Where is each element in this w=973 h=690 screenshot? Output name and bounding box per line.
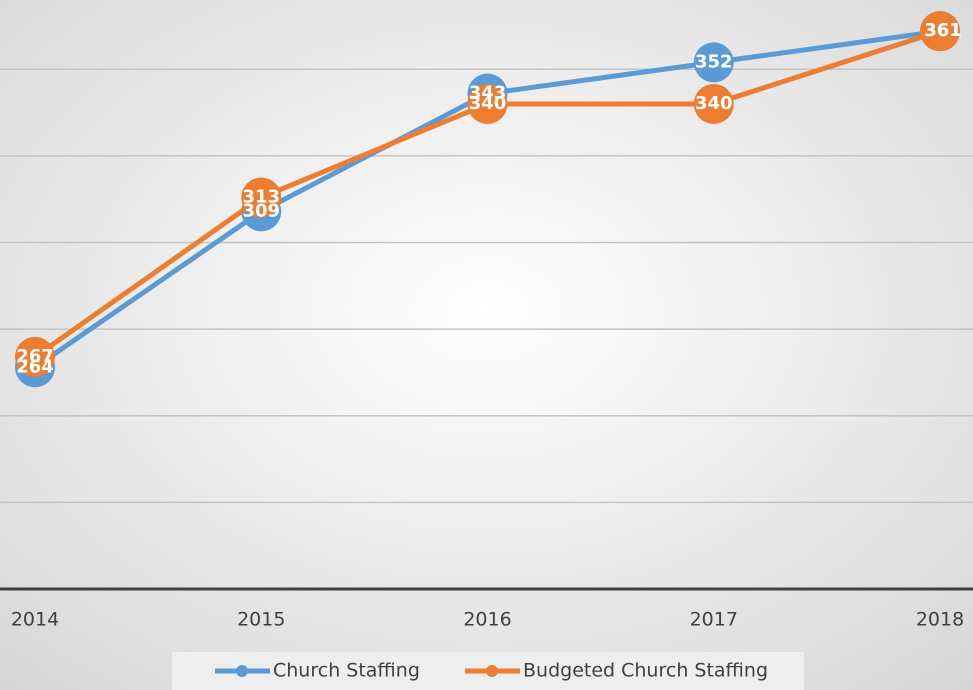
x-tick-label: 2018 [916, 609, 964, 631]
data-label: 352 [695, 51, 733, 72]
marker [920, 11, 960, 52]
data-label: 267 [16, 346, 54, 367]
x-tick-label: 2015 [237, 609, 285, 631]
data-label: 340 [695, 93, 733, 114]
legend: Church Staffing Budgeted Church Staffing [172, 652, 804, 690]
legend-marker [486, 665, 498, 677]
data-label: 309 [242, 200, 280, 221]
x-tick-label: 2017 [690, 609, 738, 631]
marker [15, 336, 55, 377]
marker [467, 83, 508, 124]
grid: 2014 2015 2016 2017 2018 [0, 68, 973, 631]
data-label: 343 [469, 83, 507, 104]
data-label: 340 [469, 93, 507, 114]
marker [693, 42, 734, 83]
data-label: 361 [924, 20, 962, 41]
x-tick-label: 2016 [463, 609, 511, 631]
data-label: 361 [924, 20, 962, 41]
marker [241, 177, 282, 218]
data-label: 313 [242, 186, 280, 207]
marker [693, 83, 734, 124]
legend-marker [236, 665, 248, 677]
x-tick-label: 2014 [11, 609, 59, 631]
legend-label: Church Staffing [273, 660, 420, 682]
data-label: 264 [16, 356, 54, 377]
legend-label: Budgeted Church Staffing [523, 660, 768, 682]
